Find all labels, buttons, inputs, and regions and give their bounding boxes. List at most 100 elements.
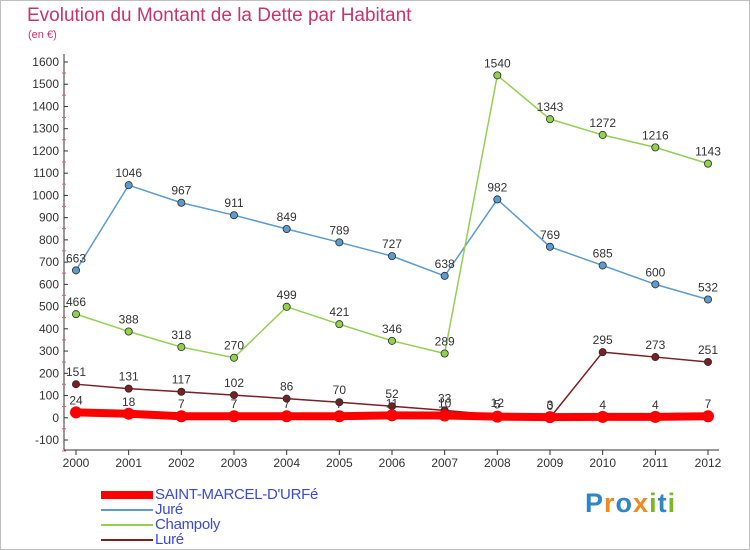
data-label: 10 xyxy=(438,397,452,411)
y-tick-label: 1500 xyxy=(32,77,59,91)
legend-label: Champoly xyxy=(155,516,221,533)
data-point xyxy=(598,348,607,357)
data-label: 346 xyxy=(382,322,402,336)
data-label: 911 xyxy=(224,196,243,210)
data-point xyxy=(438,409,451,422)
data-label: 1272 xyxy=(589,116,616,130)
data-point xyxy=(651,353,660,362)
data-point xyxy=(175,410,188,423)
data-label: 7 xyxy=(705,397,712,411)
data-point xyxy=(651,280,660,289)
data-label: 663 xyxy=(66,251,86,265)
legend-swatch xyxy=(101,509,153,511)
logo-letter: r xyxy=(604,488,616,518)
chart-subtitle: (en €) xyxy=(28,29,57,41)
data-label: 967 xyxy=(171,184,191,198)
data-label: 466 xyxy=(66,295,86,309)
logo-letter: i xyxy=(649,488,658,518)
data-point xyxy=(229,353,238,362)
data-label: 727 xyxy=(382,237,402,251)
data-point xyxy=(546,115,555,124)
data-point xyxy=(177,343,186,352)
data-label: 70 xyxy=(333,383,347,397)
y-tick-label: 500 xyxy=(39,300,59,314)
data-label: 11 xyxy=(386,396,399,410)
legend-label: Luré xyxy=(155,531,184,548)
data-label: 7 xyxy=(283,397,290,411)
data-label: 421 xyxy=(329,305,349,319)
data-point xyxy=(544,411,556,424)
data-label: 270 xyxy=(224,339,244,353)
data-label: 1216 xyxy=(642,128,669,142)
data-point xyxy=(229,391,238,400)
data-label: 151 xyxy=(66,365,86,379)
y-tick-label: 200 xyxy=(39,366,59,380)
y-tick-label: 1000 xyxy=(32,188,59,202)
x-tick-label: 2007 xyxy=(431,456,458,470)
data-point xyxy=(177,387,186,396)
data-point xyxy=(651,143,660,152)
data-label: 638 xyxy=(435,257,455,271)
logo-letter: o xyxy=(615,488,634,518)
data-point xyxy=(546,242,555,251)
data-label: 318 xyxy=(171,328,191,342)
y-tick-label: -100 xyxy=(35,433,59,447)
data-label: 4 xyxy=(652,398,659,412)
data-point xyxy=(282,224,291,233)
data-point xyxy=(493,195,502,204)
logo-letter: x xyxy=(633,488,650,518)
data-label: 685 xyxy=(593,246,613,260)
data-label: 3 xyxy=(547,398,554,412)
x-tick-label: 2012 xyxy=(695,456,722,470)
x-tick-label: 2010 xyxy=(589,456,616,470)
data-point xyxy=(440,349,449,358)
y-tick-label: 800 xyxy=(39,233,59,247)
y-tick-label: 600 xyxy=(39,277,59,291)
legend-label: Juré xyxy=(155,501,183,518)
data-point xyxy=(335,398,344,407)
legend-label: SAINT-MARCEL-D'URFé xyxy=(155,486,319,503)
data-point xyxy=(386,409,398,422)
x-tick-label: 2005 xyxy=(326,456,353,470)
data-label: 131 xyxy=(119,370,139,384)
data-point xyxy=(704,159,713,168)
data-label: 251 xyxy=(698,343,718,357)
data-point xyxy=(177,198,186,207)
data-label: 5 xyxy=(494,398,501,412)
y-tick-label: 700 xyxy=(39,255,59,269)
data-point xyxy=(280,410,293,423)
data-point xyxy=(491,410,504,423)
data-point xyxy=(335,238,344,247)
legend-swatch xyxy=(101,539,153,541)
data-label: 102 xyxy=(224,376,244,390)
data-point xyxy=(124,181,133,190)
x-tick-label: 2000 xyxy=(63,456,90,470)
data-label: 388 xyxy=(119,312,139,326)
data-label: 1143 xyxy=(695,145,721,159)
data-label: 982 xyxy=(487,180,507,194)
data-label: 499 xyxy=(277,288,297,302)
data-point xyxy=(72,310,81,319)
data-label: 24 xyxy=(69,393,83,407)
data-label: 117 xyxy=(172,373,191,387)
data-label: 769 xyxy=(540,228,560,242)
y-tick-label: 1600 xyxy=(32,55,59,69)
y-tick-label: 400 xyxy=(39,322,59,336)
data-point xyxy=(72,266,81,275)
logo-letter: P xyxy=(585,488,605,518)
data-label: 86 xyxy=(280,380,294,394)
legend-swatch xyxy=(101,491,153,499)
y-tick-label: 1100 xyxy=(33,166,59,180)
logo-letter: t xyxy=(657,488,668,518)
logo-letter: i xyxy=(667,488,677,518)
data-point xyxy=(387,252,396,261)
data-point xyxy=(124,327,133,336)
y-tick-label: 1300 xyxy=(32,122,59,136)
data-point xyxy=(72,380,81,389)
x-tick-label: 2001 xyxy=(115,456,142,470)
data-point xyxy=(333,410,346,423)
x-tick-label: 2002 xyxy=(168,456,195,470)
data-label: 1046 xyxy=(115,166,142,180)
